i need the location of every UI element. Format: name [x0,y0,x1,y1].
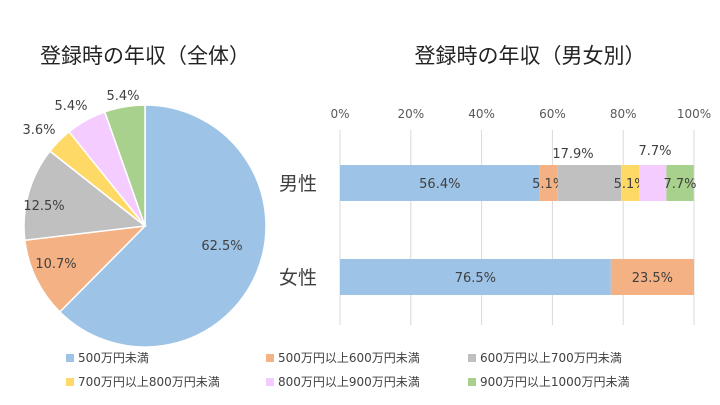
legend-label-6: 900万円以上1000万円未満 [480,375,629,389]
bar-chart-title: 登録時の年収（男女別） [415,44,646,68]
category-label-1: 男性 [279,173,317,195]
bar-data-label-r1-s1: 56.4% [419,177,460,192]
legend-swatch-3 [468,354,476,362]
legend-label-4: 700万円以上800万円未満 [78,375,220,389]
pie-slice-1 [58,104,267,348]
category-label-2: 女性 [279,267,317,289]
legend-label-5: 800万円以上900万円未満 [278,375,420,389]
pie-data-label-1: 62.5% [201,239,242,254]
legend-swatch-4 [66,378,74,386]
bar-segment-r1-s1 [340,165,540,201]
legend-label-3: 600万円以上700万円未満 [480,351,622,365]
pie-data-label-2: 10.7% [35,257,76,272]
stacked-bar-chart: 0% 20% 40% 60% 80% 100% 男性 56.4% 5.1% 17.9% 5.1% 7.… [279,107,711,325]
pie-data-label-3: 12.5% [23,199,64,214]
x-tick-label-2: 40% [468,107,495,121]
pie-slice-3 [23,150,147,242]
bar-data-label-r2-s1: 76.5% [455,271,496,286]
x-tick-label-5: 100% [677,107,711,121]
bar-segment-r1-s4 [621,165,640,201]
x-tick-label-0: 0% [330,107,349,121]
bar-segment-r1-s2 [539,165,558,201]
legend-swatch-2 [266,354,274,362]
bar-segment-r2-s1 [340,259,611,295]
legend-swatch-5 [266,378,274,386]
bar-segment-r1-s5 [639,165,667,201]
bar-segment-r1-s3 [557,165,622,201]
pie-slice-2 [24,225,148,313]
bar-data-label-r2-s2: 23.5% [632,271,673,286]
bar-data-label-r1-s6: 7.7% [664,177,697,192]
legend-swatch-6 [468,378,476,386]
legend: 500万円未満 500万円以上600万円未満 600万円以上700万円未満 700万円… [66,351,629,389]
x-tick-label-4: 80% [610,107,637,121]
pie-data-label-5: 5.4% [54,99,87,114]
bar-data-label-r1-s4: 5.1% [614,177,647,192]
legend-swatch-1 [66,354,74,362]
pie-chart-title: 登録時の年収（全体） [40,44,250,68]
pie-data-label-6: 5.4% [106,89,139,104]
bar-data-label-r1-s5: 7.7% [638,144,671,159]
pie-slice-6 [103,104,146,227]
pie-data-label-4: 3.6% [22,123,55,138]
bar-data-label-r1-s3: 17.9% [552,147,593,162]
bar-segment-r2-s2 [610,259,694,295]
bar-segment-r1-s6 [666,165,694,201]
legend-label-2: 500万円以上600万円未満 [278,351,420,365]
x-tick-label-1: 20% [397,107,424,121]
legend-label-1: 500万円未満 [78,351,149,365]
bar-data-label-r1-s2: 5.1% [532,177,565,192]
x-tick-label-3: 60% [539,107,566,121]
pie-chart: 62.5% 10.7% 12.5% 3.6% 5.4% 5.4% [22,89,267,348]
